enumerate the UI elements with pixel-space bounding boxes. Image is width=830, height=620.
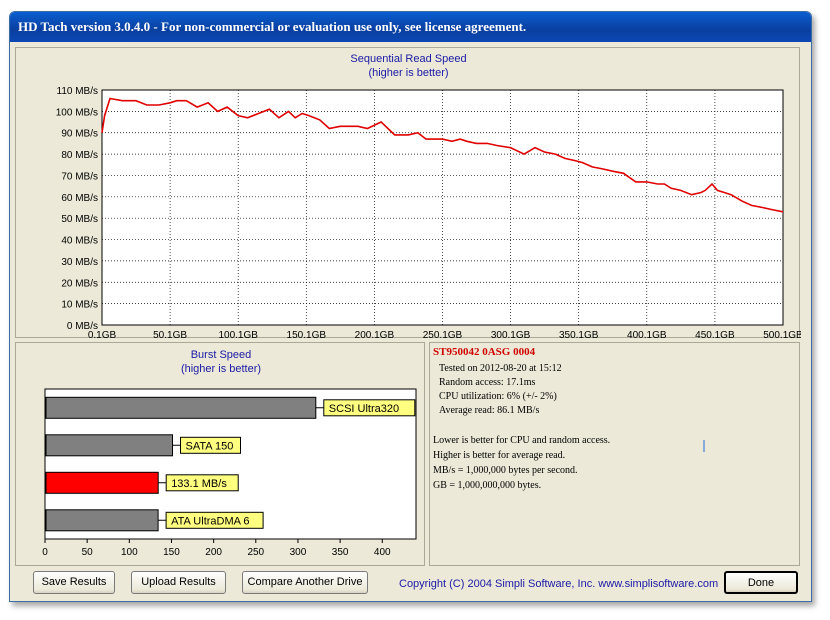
drive-model: ST950042 0ASG 0004 <box>433 346 536 358</box>
burst-x-tick-label: 150 <box>163 547 180 558</box>
seq-y-tick-label: 40 MB/s <box>61 236 98 247</box>
title-bar[interactable]: HD Tach version 3.0.4.0 - For non-commer… <box>10 12 811 42</box>
seq-x-tick-label: 50.1GB <box>153 330 187 339</box>
seq-x-tick-label: 300.1GB <box>491 330 531 339</box>
seq-y-tick-label: 90 MB/s <box>61 129 98 140</box>
seq-y-tick-label: 10 MB/s <box>61 300 98 311</box>
seq-x-tick-label: 0.1GB <box>88 330 117 339</box>
burst-bar <box>45 396 317 419</box>
burst-bar <box>45 509 159 532</box>
upload-results-button[interactable]: Upload Results <box>131 571 226 594</box>
burst-label-box <box>180 436 241 454</box>
cpu-utilization-value: CPU utilization: 6% (+/- 2%) <box>439 391 557 402</box>
seq-y-tick-label: 60 MB/s <box>61 193 98 204</box>
seq-y-tick-label: 110 MB/s <box>57 86 99 97</box>
hdtach-window: HD Tach version 3.0.4.0 - For non-commer… <box>9 11 812 602</box>
burst-bar-label: SCSI Ultra320 <box>329 403 399 415</box>
seq-x-tick-label: 450.1GB <box>695 330 735 339</box>
seq-x-tick-label: 150.1GB <box>287 330 327 339</box>
burst-x-tick-label: 250 <box>247 547 264 558</box>
seq-chart-subtitle: (higher is better) <box>368 67 449 79</box>
burst-speed-panel: Burst Speed (higher is better) 0 50 100 150… <box>15 342 425 566</box>
seq-y-tick-label: 70 MB/s <box>61 171 98 182</box>
burst-x-tick-label: 50 <box>82 547 94 558</box>
burst-bar-label: ATA UltraDMA 6 <box>171 515 249 527</box>
burst-chart-subtitle: (higher is better) <box>180 363 262 375</box>
burst-label-box <box>323 399 416 417</box>
seq-x-tick-label: 100.1GB <box>218 330 258 339</box>
seq-y-tick-label: 20 MB/s <box>61 278 98 289</box>
seq-y-tick-label: 100 MB/s <box>56 107 98 118</box>
seq-x-tick-label: 350.1GB <box>559 330 599 339</box>
burst-x-tick-label: 0 <box>42 547 48 558</box>
seq-y-tick-label: 0 MB/s <box>67 321 98 332</box>
results-info-panel: ST950042 0ASG 0004 Tested on 2012-08-20 … <box>429 342 800 566</box>
burst-label-box <box>165 474 239 492</box>
done-button[interactable]: Done <box>724 571 798 594</box>
burst-bar <box>45 471 159 494</box>
random-access-value: Random access: 17.1ms <box>439 377 536 388</box>
seq-y-tick-label: 80 MB/s <box>61 150 98 161</box>
copyright-text: Copyright (C) 2004 Simpli Software, Inc.… <box>399 578 719 590</box>
note-gb-definition: GB = 1,000,000,000 bytes. <box>433 480 542 491</box>
burst-x-tick-label: 300 <box>290 547 307 558</box>
sequential-read-panel: Sequential Read Speed (higher is better)… <box>15 47 801 339</box>
burst-bar <box>45 434 173 457</box>
burst-speed-chart: 0 50 100 150 200 250 300 350 400 SCSI Ultra320 SAT… <box>42 388 417 558</box>
note-higher-better: Higher is better for average read. <box>433 450 566 461</box>
seq-x-tick-label: 250.1GB <box>423 330 463 339</box>
burst-x-tick-label: 200 <box>205 547 222 558</box>
read-speed-line <box>101 97 784 213</box>
seq-y-tick-label: 50 MB/s <box>61 214 98 225</box>
seq-x-tick-label: 400.1GB <box>627 330 667 339</box>
seq-x-tick-label: 500.1GB <box>763 330 801 339</box>
burst-x-tick-label: 400 <box>374 547 391 558</box>
burst-x-tick-label: 350 <box>332 547 349 558</box>
text-cursor-icon <box>703 440 705 452</box>
seq-y-tick-label: 30 MB/s <box>61 257 98 268</box>
burst-label-box <box>165 511 264 529</box>
average-read-value: Average read: 86.1 MB/s <box>439 405 540 416</box>
burst-chart-title: Burst Speed <box>190 349 252 361</box>
burst-x-tick-label: 100 <box>121 547 138 558</box>
save-results-button[interactable]: Save Results <box>33 571 115 594</box>
note-lower-better: Lower is better for CPU and random acces… <box>433 435 611 446</box>
window-title: HD Tach version 3.0.4.0 - For non-commer… <box>18 19 527 34</box>
compare-another-drive-button[interactable]: Compare Another Drive <box>242 571 368 594</box>
note-mbs-definition: MB/s = 1,000,000 bytes per second. <box>433 465 578 476</box>
seq-x-tick-label: 200.1GB <box>355 330 395 339</box>
burst-bar-label: 133.1 MB/s <box>171 478 227 490</box>
burst-bar-label: SATA 150 <box>186 440 234 452</box>
sequential-read-chart: 0 MB/s 10 MB/s 20 MB/s 30 MB/s 40 MB/s 50 MB/… <box>56 86 801 339</box>
seq-chart-title: Sequential Read Speed <box>350 53 467 65</box>
tested-date: Tested on 2012-08-20 at 15:12 <box>439 363 562 374</box>
